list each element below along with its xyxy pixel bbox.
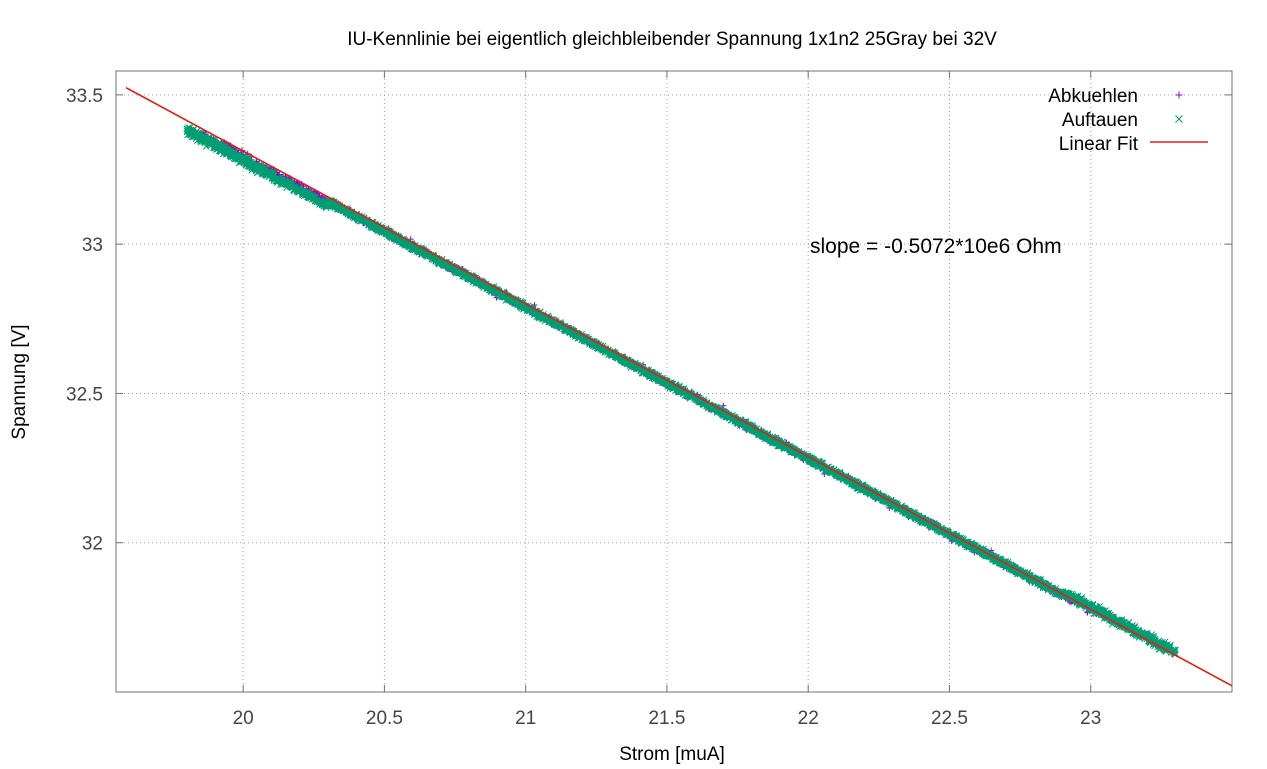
chart-title: IU-Kennlinie bei eigentlich gleichbleibe…	[347, 29, 997, 50]
series-auftauen	[183, 124, 1179, 658]
data-points	[183, 124, 1179, 658]
data-point-auftauen	[590, 342, 598, 349]
data-point-auftauen	[272, 175, 280, 182]
